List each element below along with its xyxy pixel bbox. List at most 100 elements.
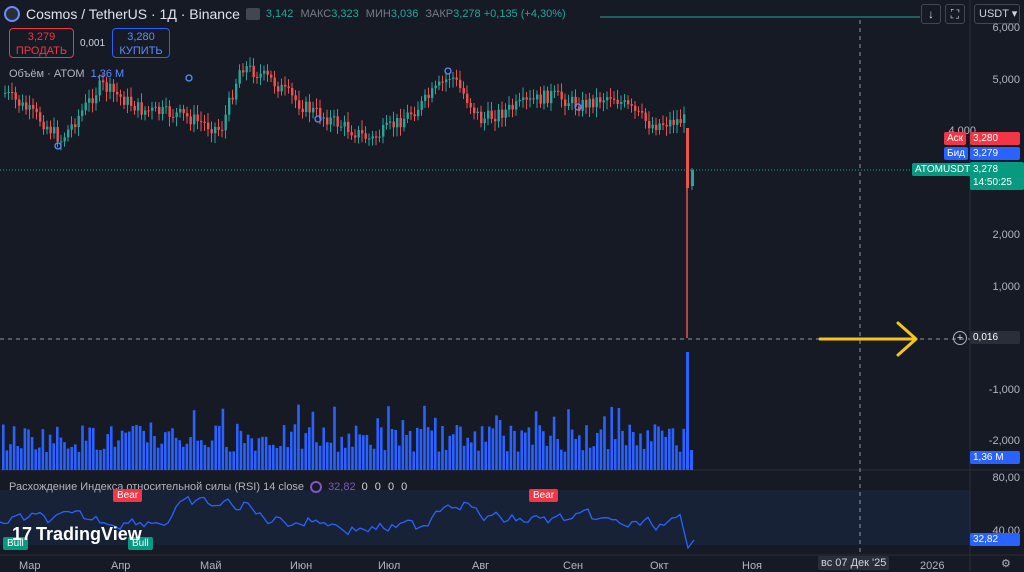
bid-label: Бид: [944, 147, 968, 160]
volume-bar: [452, 434, 455, 470]
settings-icon[interactable]: ⚙: [1001, 558, 1011, 570]
volume-bar: [498, 420, 502, 470]
candle: [396, 118, 399, 128]
candle: [679, 119, 682, 123]
candle: [182, 109, 185, 114]
volume-bar: [671, 428, 675, 470]
candle: [154, 106, 157, 108]
candle: [196, 114, 199, 122]
volume-bar: [610, 406, 613, 470]
volume-bar: [156, 447, 160, 470]
sell-button[interactable]: 3,279 ПРОДАТЬ: [9, 28, 74, 58]
volume-bar: [45, 451, 48, 470]
candle: [630, 104, 633, 106]
candle: [620, 102, 623, 104]
candle: [270, 74, 273, 78]
volume-bar: [9, 444, 12, 470]
volume-bar: [419, 429, 423, 470]
candle: [91, 98, 94, 104]
symbol-title[interactable]: Cosmos / TetherUS · 1Д · Binance: [26, 6, 240, 22]
candle: [340, 126, 343, 128]
candle: [326, 117, 329, 125]
buy-button[interactable]: 3,280 КУПИТЬ: [112, 28, 170, 58]
volume-bar: [538, 425, 541, 470]
volume-bar: [639, 433, 642, 470]
volume-bar: [380, 427, 383, 470]
rsi-legend[interactable]: Расхождение Индекса относительной силы (…: [9, 481, 410, 493]
candle: [217, 126, 220, 130]
eye-icon[interactable]: [245, 8, 260, 20]
candle: [179, 109, 182, 113]
candle: [291, 87, 294, 96]
candle: [452, 77, 455, 79]
candle: [245, 66, 248, 73]
volume-bar: [549, 435, 552, 470]
volume-bar: [509, 425, 513, 470]
candle: [599, 97, 602, 103]
volume-bar: [470, 442, 473, 470]
volume-bar: [477, 450, 480, 470]
bear-signal: Bear: [529, 489, 559, 502]
fullscreen-icon[interactable]: ⛶: [945, 4, 965, 24]
add-alert-icon[interactable]: +: [953, 331, 967, 345]
volume-bar: [653, 424, 657, 470]
candle: [25, 102, 28, 110]
candle: [676, 119, 679, 125]
candle: [532, 98, 535, 100]
candle: [238, 70, 241, 84]
arrow-head: [896, 321, 918, 357]
volume-bar: [401, 420, 405, 470]
volume-legend[interactable]: Объём · ATOM 1,36 M: [9, 68, 125, 80]
candle: [634, 105, 637, 111]
volume-bar: [304, 433, 307, 470]
candle: [105, 82, 108, 92]
candle: [455, 77, 458, 80]
volume-bar: [275, 448, 279, 470]
candle: [214, 126, 217, 134]
candle: [368, 138, 371, 140]
candle: [287, 86, 290, 88]
candle: [42, 121, 45, 130]
candle: [354, 135, 357, 138]
candle: [364, 133, 367, 139]
candle: [263, 70, 266, 74]
volume-bar: [642, 448, 646, 470]
volume-bar: [300, 448, 304, 470]
volume-bar: [293, 424, 297, 470]
volume-bar: [588, 447, 592, 470]
divergence-marker: [185, 74, 193, 82]
volume-bar: [606, 449, 610, 470]
volume-bar: [56, 426, 59, 470]
candle: [487, 110, 490, 119]
volume-bar: [657, 426, 660, 470]
volume-bar: [585, 425, 588, 470]
volume-bar: [113, 446, 117, 470]
candle: [109, 83, 112, 92]
volume-bar: [142, 430, 145, 470]
loading-icon: [310, 481, 323, 493]
candle: [88, 98, 91, 103]
volume-bar: [128, 431, 131, 470]
candle: [298, 100, 301, 109]
currency-select[interactable]: USDT ▾: [974, 4, 1020, 24]
candle: [315, 107, 318, 109]
candle: [266, 70, 269, 75]
candle: [235, 83, 238, 100]
download-icon[interactable]: ↓: [921, 4, 941, 24]
candle: [497, 109, 500, 122]
candle: [228, 97, 231, 115]
volume-bar: [358, 434, 361, 470]
volume-bar: [455, 425, 459, 470]
candle: [504, 109, 507, 118]
candle: [35, 108, 38, 113]
candle: [511, 104, 514, 110]
rsi-value-tag: 32,82: [970, 533, 1020, 546]
volume-bar: [506, 451, 509, 470]
candle: [207, 122, 210, 130]
candle: [413, 114, 416, 117]
volume-bar: [279, 446, 282, 470]
candle: [343, 121, 346, 127]
candle: [462, 87, 465, 94]
volume-value-tag: 1,36 M: [970, 451, 1020, 464]
